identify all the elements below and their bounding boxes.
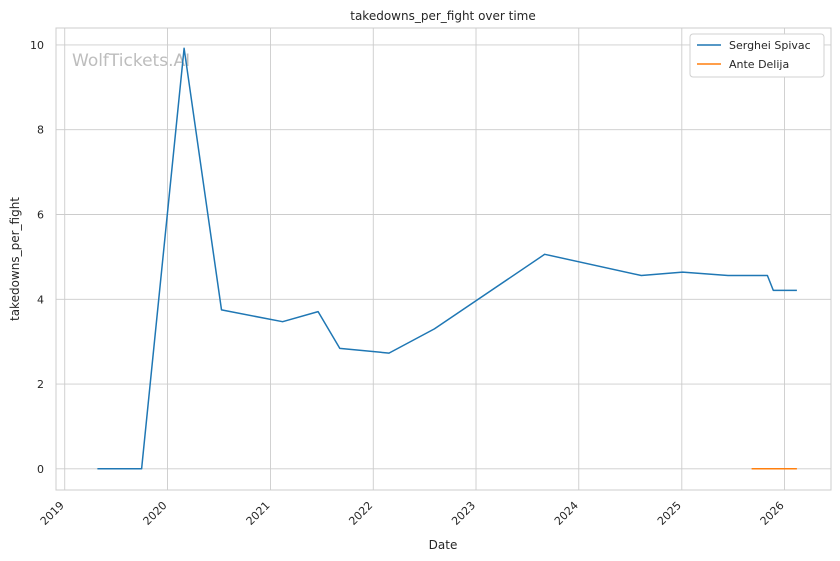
x-tick-label: 2019 (38, 499, 67, 528)
plot-area-frame (55, 27, 832, 491)
y-tick-label: 0 (37, 463, 44, 476)
y-tick-label: 2 (37, 378, 44, 391)
y-axis-label: takedowns_per_fight (8, 197, 22, 321)
x-tick-label: 2025 (655, 499, 684, 528)
legend-label-serghei-spivac: Serghei Spivac (729, 39, 811, 52)
series-lines (97, 47, 797, 470)
x-axis-label: Date (429, 538, 458, 552)
legend-label-ante-delija: Ante Delija (729, 58, 789, 71)
grid-lines (56, 28, 831, 490)
legend-box (689, 33, 825, 78)
y-tick-label: 4 (37, 293, 44, 306)
series-line-serghei-spivac (97, 47, 797, 470)
x-tick-label: 2026 (758, 499, 787, 528)
x-tick-label: 2023 (449, 499, 478, 528)
x-tick-label: 2022 (346, 499, 375, 528)
legend: Serghei Spivac Ante Delija (689, 33, 825, 78)
x-tick-label: 2024 (552, 499, 581, 528)
watermark-text: WolfTickets.AI (72, 51, 190, 71)
x-tick-label: 2021 (244, 499, 273, 528)
y-tick-label: 10 (30, 39, 44, 52)
chart-title: takedowns_per_fight over time (350, 9, 536, 23)
y-tick-label: 8 (37, 124, 44, 137)
y-tick-label: 6 (37, 208, 44, 221)
x-tick-label: 2020 (141, 499, 170, 528)
